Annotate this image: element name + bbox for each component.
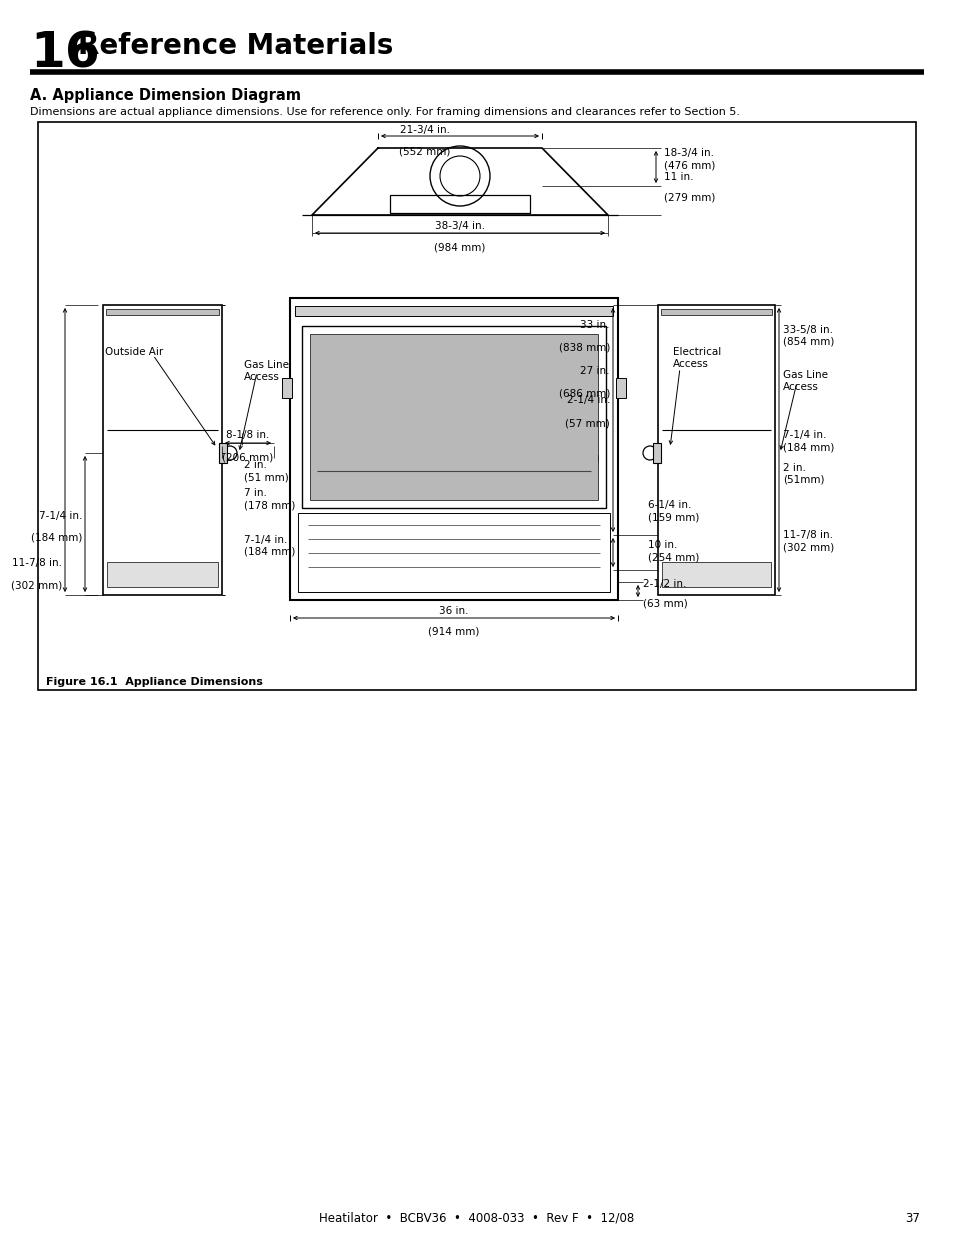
Bar — [454, 454, 465, 461]
Text: 7 in.: 7 in. — [244, 488, 267, 498]
Text: (63 mm): (63 mm) — [642, 599, 687, 609]
Bar — [432, 454, 443, 461]
Bar — [38, 122, 915, 690]
Text: (254 mm): (254 mm) — [647, 553, 699, 563]
Text: (914 mm): (914 mm) — [428, 627, 479, 637]
Text: 8-1/8 in.: 8-1/8 in. — [226, 430, 270, 440]
Bar — [476, 454, 488, 461]
Text: (57 mm): (57 mm) — [565, 417, 609, 429]
Bar — [541, 454, 554, 461]
Text: 7-1/4 in.: 7-1/4 in. — [782, 430, 825, 440]
Bar — [310, 333, 598, 500]
Bar — [302, 326, 605, 508]
Text: (686 mm): (686 mm) — [558, 388, 609, 398]
Bar — [297, 513, 609, 592]
Bar — [290, 298, 618, 600]
Text: 37: 37 — [904, 1212, 919, 1224]
Text: 2-1/4 in.: 2-1/4 in. — [566, 395, 609, 405]
Text: Gas Line: Gas Line — [244, 359, 289, 370]
Text: Access: Access — [782, 382, 818, 391]
Bar — [563, 454, 576, 461]
Text: (552 mm): (552 mm) — [398, 146, 450, 156]
Text: Electrical: Electrical — [672, 347, 720, 357]
Text: 2-1/2 in.: 2-1/2 in. — [642, 579, 685, 589]
Bar — [107, 562, 218, 587]
Bar — [661, 562, 770, 587]
Bar — [388, 454, 399, 461]
Bar — [282, 378, 292, 398]
Text: 2 in.: 2 in. — [244, 459, 267, 471]
Text: Gas Line: Gas Line — [782, 370, 827, 380]
Text: (854 mm): (854 mm) — [782, 337, 834, 347]
Text: Dimensions are actual appliance dimensions. Use for reference only. For framing : Dimensions are actual appliance dimensio… — [30, 107, 740, 117]
Text: (302 mm): (302 mm) — [10, 580, 62, 590]
Text: Reference Materials: Reference Materials — [78, 32, 393, 61]
Bar — [106, 309, 219, 315]
Text: 33-5/8 in.: 33-5/8 in. — [782, 325, 832, 335]
Text: (184 mm): (184 mm) — [30, 532, 82, 542]
Text: 11 in.: 11 in. — [663, 172, 693, 182]
Bar — [658, 305, 774, 595]
Bar — [219, 443, 227, 463]
Text: (838 mm): (838 mm) — [558, 342, 609, 352]
Bar — [519, 454, 532, 461]
Bar — [660, 309, 771, 315]
Text: (51 mm): (51 mm) — [244, 472, 289, 482]
Text: 33 in.: 33 in. — [579, 320, 609, 330]
Bar — [344, 454, 355, 461]
Text: 6-1/4 in.: 6-1/4 in. — [647, 500, 691, 510]
Bar — [652, 443, 660, 463]
Text: (159 mm): (159 mm) — [647, 513, 699, 522]
Text: 10 in.: 10 in. — [647, 540, 677, 550]
Bar — [322, 454, 334, 461]
Bar — [410, 454, 421, 461]
Text: Access: Access — [244, 372, 279, 382]
Text: 16: 16 — [30, 30, 99, 78]
Text: Outside Air: Outside Air — [105, 347, 163, 357]
Bar — [103, 305, 222, 595]
Bar — [497, 454, 510, 461]
Bar — [294, 306, 613, 316]
Text: Heatilator  •  BCBV36  •  4008-033  •  Rev F  •  12/08: Heatilator • BCBV36 • 4008-033 • Rev F •… — [319, 1212, 634, 1224]
Text: (184 mm): (184 mm) — [782, 442, 834, 452]
Text: (302 mm): (302 mm) — [782, 542, 833, 552]
Text: 7-1/4 in.: 7-1/4 in. — [244, 535, 287, 545]
Text: 36 in.: 36 in. — [438, 606, 468, 616]
Text: A. Appliance Dimension Diagram: A. Appliance Dimension Diagram — [30, 88, 301, 103]
Text: 11-7/8 in.: 11-7/8 in. — [782, 530, 832, 540]
Text: Access: Access — [672, 359, 708, 369]
Text: 38-3/4 in.: 38-3/4 in. — [435, 221, 484, 231]
Bar — [366, 454, 377, 461]
Bar — [390, 195, 530, 212]
Text: (984 mm): (984 mm) — [434, 242, 485, 252]
Text: (178 mm): (178 mm) — [244, 500, 295, 510]
Text: 11-7/8 in.: 11-7/8 in. — [12, 558, 62, 568]
Text: (206 mm): (206 mm) — [222, 452, 274, 462]
Text: 21-3/4 in.: 21-3/4 in. — [399, 125, 450, 135]
Text: 18-3/4 in.: 18-3/4 in. — [663, 148, 713, 158]
Text: Figure 16.1  Appliance Dimensions: Figure 16.1 Appliance Dimensions — [46, 677, 263, 687]
Text: 7-1/4 in.: 7-1/4 in. — [38, 511, 82, 521]
Text: (476 mm): (476 mm) — [663, 161, 715, 170]
Text: (184 mm): (184 mm) — [244, 547, 295, 557]
Text: (51mm): (51mm) — [782, 475, 823, 485]
Bar — [585, 454, 598, 461]
Text: 27 in.: 27 in. — [579, 366, 609, 375]
Bar — [616, 378, 625, 398]
Text: 2 in.: 2 in. — [782, 463, 805, 473]
Text: (279 mm): (279 mm) — [663, 191, 715, 203]
